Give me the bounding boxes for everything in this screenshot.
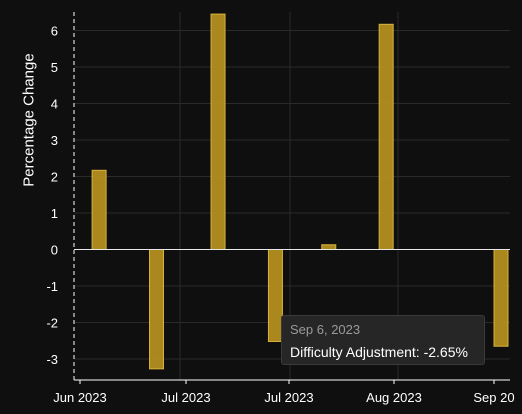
y-tick-label: 5	[51, 60, 58, 75]
bar-5	[378, 23, 394, 251]
x-tick-label: Sep 20	[473, 390, 514, 405]
y-tick-label: 0	[51, 243, 58, 258]
bar-4	[321, 244, 337, 251]
y-tick-label: 4	[51, 97, 58, 112]
y-tick-label: 3	[51, 133, 58, 148]
x-tick-label: Jul 2023	[264, 390, 313, 405]
y-axis-label: Percentage Change	[20, 53, 38, 187]
y-tick-label: -1	[46, 279, 58, 294]
y-tick-label: 2	[51, 170, 58, 185]
chart-tooltip: Sep 6, 2023 Difficulty Adjustment: -2.65…	[281, 315, 485, 365]
tooltip-value: -2.65%	[423, 344, 468, 360]
y-tick-label: -3	[46, 352, 58, 367]
y-tick-label: 1	[51, 206, 58, 221]
bar-0	[91, 169, 107, 250]
x-tick-label: Aug 2023	[366, 390, 422, 405]
tooltip-value-line: Difficulty Adjustment: -2.65%	[290, 344, 468, 360]
x-tick-label: Jun 2023	[53, 390, 107, 405]
bar-6	[493, 249, 509, 347]
y-tick-label: -2	[46, 316, 58, 331]
bar-1	[149, 249, 165, 370]
y-tick-label: 6	[51, 24, 58, 39]
tooltip-date: Sep 6, 2023	[290, 322, 361, 337]
x-tick-label: Jul 2023	[161, 390, 210, 405]
tooltip-label: Difficulty Adjustment	[290, 344, 416, 360]
bar-2	[210, 13, 226, 251]
